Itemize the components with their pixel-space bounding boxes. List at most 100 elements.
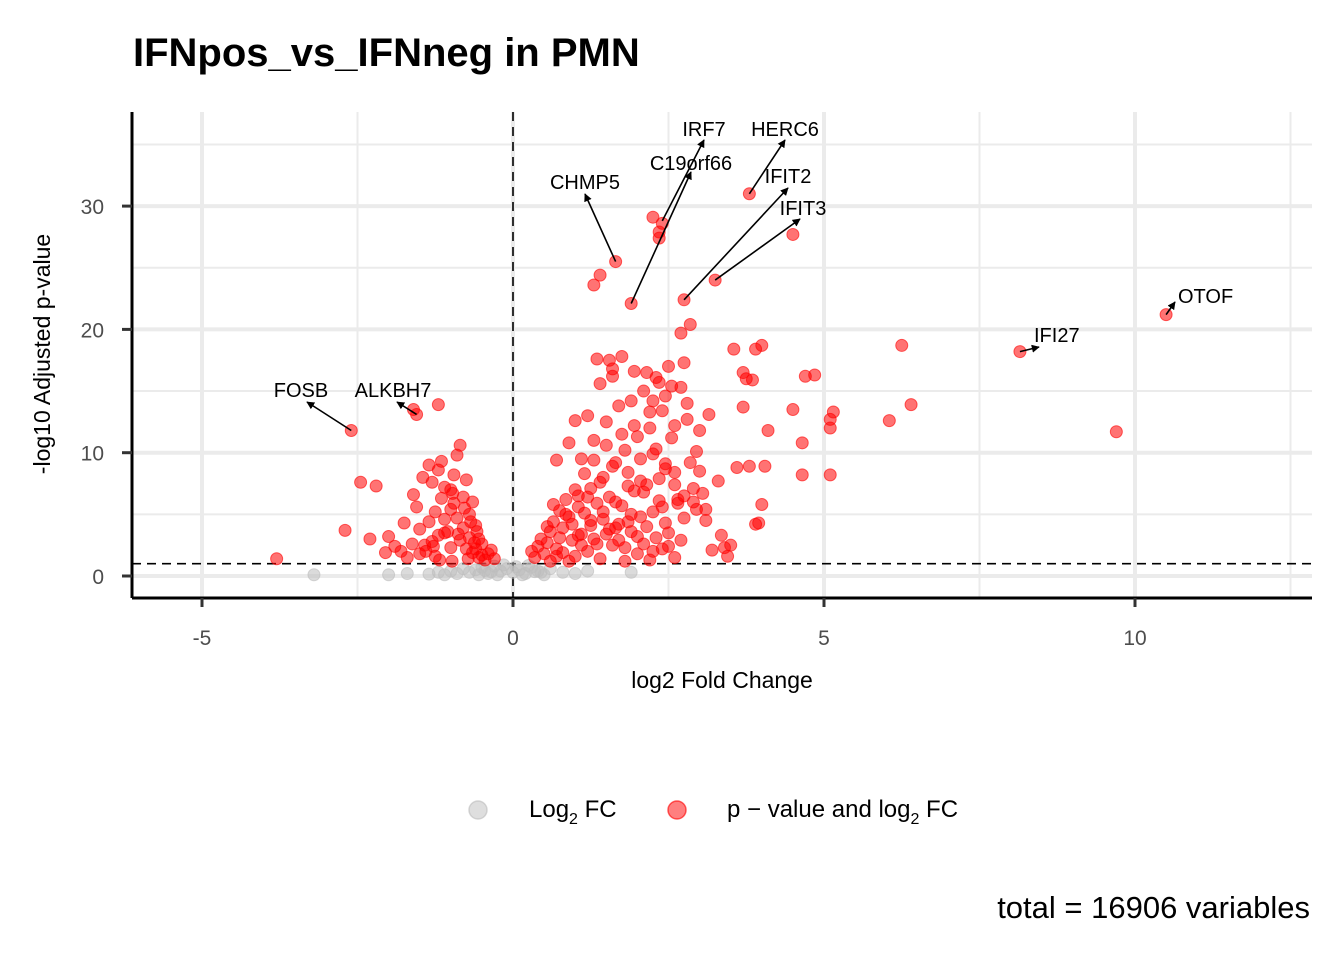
label-connector — [714, 218, 801, 281]
legend-label-main: Log — [529, 796, 569, 823]
legend-key-swatch — [468, 800, 488, 820]
data-point — [668, 419, 682, 433]
data-point — [444, 541, 458, 555]
data-point — [699, 502, 713, 516]
label-connector — [306, 401, 352, 432]
significant-points — [270, 187, 1173, 568]
data-point — [593, 268, 607, 282]
data-point — [652, 472, 666, 486]
y-tick-label: 30 — [81, 196, 104, 219]
data-point — [484, 565, 498, 579]
data-point — [418, 538, 432, 552]
data-point — [382, 568, 396, 582]
data-point — [447, 468, 461, 482]
data-point — [643, 405, 657, 419]
data-point — [422, 515, 436, 529]
data-point — [441, 525, 455, 539]
legend-label-tail: FC — [919, 796, 958, 823]
data-point — [568, 567, 582, 581]
data-point — [451, 527, 465, 541]
data-point — [602, 353, 616, 367]
data-point — [405, 537, 419, 551]
x-tick-label: -5 — [193, 627, 212, 650]
data-point — [428, 505, 442, 519]
data-point — [413, 522, 427, 536]
data-point — [497, 558, 511, 572]
data-point — [755, 497, 769, 511]
y-tick-label: 10 — [81, 443, 104, 466]
data-point — [556, 546, 570, 560]
data-point — [581, 409, 595, 423]
data-point — [615, 350, 629, 364]
data-point — [758, 459, 772, 473]
data-point — [637, 384, 651, 398]
data-point — [671, 496, 685, 510]
gene-label: OTOF — [1178, 286, 1233, 308]
data-point — [446, 486, 460, 500]
data-point — [665, 379, 679, 393]
data-point — [453, 438, 467, 452]
data-point — [823, 468, 837, 482]
data-point — [624, 394, 638, 408]
data-point — [786, 403, 800, 417]
label-connector — [630, 171, 692, 304]
data-point — [431, 398, 445, 412]
data-point — [649, 531, 663, 545]
data-point — [674, 533, 688, 547]
data-point — [640, 366, 654, 380]
data-point — [382, 530, 396, 544]
data-point — [599, 527, 613, 541]
data-point — [826, 405, 840, 419]
data-point — [559, 507, 573, 521]
data-point — [686, 495, 700, 509]
data-point — [736, 400, 750, 414]
data-point — [470, 525, 484, 539]
data-point — [599, 438, 613, 452]
data-point — [665, 431, 679, 445]
data-point — [680, 412, 694, 426]
data-point — [615, 427, 629, 441]
data-point — [587, 453, 601, 467]
legend-label-subscript: 2 — [569, 811, 578, 828]
data-point — [338, 523, 352, 537]
data-point — [658, 389, 672, 403]
data-point — [739, 372, 753, 386]
grid-lines — [132, 112, 1312, 598]
data-point — [581, 564, 595, 578]
data-point — [487, 552, 501, 566]
legend: Log2 FC p − value and log2 FC — [468, 796, 958, 828]
data-point — [571, 489, 585, 503]
label-connector — [1165, 301, 1176, 316]
data-point — [467, 536, 481, 550]
data-point — [808, 368, 822, 382]
data-point — [400, 567, 414, 581]
data-point — [369, 479, 383, 493]
data-point — [646, 210, 660, 224]
data-point — [550, 453, 564, 467]
gene-label: C19orf66 — [650, 153, 732, 175]
data-point — [646, 447, 660, 461]
data-point — [662, 359, 675, 373]
legend-label: p − value and log2 FC — [727, 796, 958, 828]
label-connector — [584, 193, 617, 262]
data-point — [270, 552, 284, 566]
data-point — [634, 510, 648, 524]
label-connector — [661, 139, 705, 222]
data-point — [438, 512, 452, 526]
data-point — [904, 398, 918, 412]
x-tick-label: 10 — [1123, 627, 1146, 650]
data-point — [612, 533, 626, 547]
data-point — [464, 515, 478, 529]
data-point — [655, 404, 669, 418]
data-point — [571, 528, 585, 542]
data-point — [509, 560, 523, 574]
data-point — [363, 532, 377, 546]
data-point — [559, 493, 573, 507]
data-point — [755, 338, 769, 352]
y-axis-title: -log10 Adjusted p-value — [29, 234, 55, 474]
data-point — [590, 352, 604, 366]
data-point — [406, 488, 420, 502]
data-point — [742, 459, 756, 473]
data-point — [721, 549, 735, 563]
data-point — [400, 551, 414, 565]
